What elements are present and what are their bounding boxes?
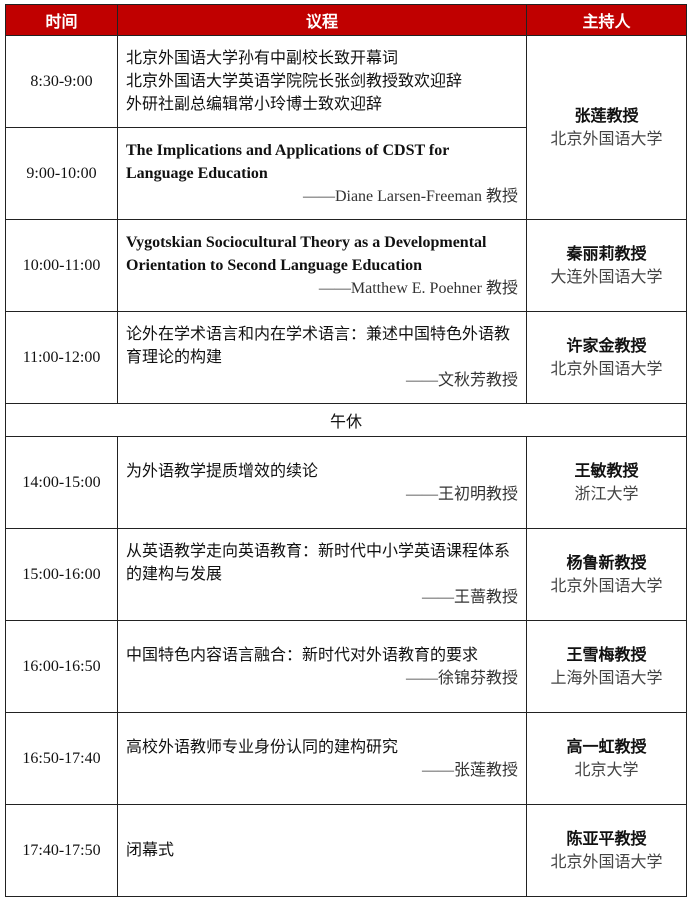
host-name: 王雪梅教授 [566, 646, 647, 664]
time-cell: 17:40-17:50 [5, 804, 118, 897]
speaker: ——Matthew E. Poehner 教授 [318, 280, 518, 297]
agenda-cell: 高校外语教师专业身份认同的建构研究 ——张莲教授 [117, 712, 527, 805]
agenda-cell: 为外语教学提质增效的续论 ——王初明教授 [117, 436, 527, 529]
table-row: 14:00-15:00 为外语教学提质增效的续论 ——王初明教授 王敏教授 浙江… [5, 436, 687, 529]
host-institution: 北京外国语大学 [550, 853, 663, 871]
time-cell: 15:00-16:00 [5, 528, 118, 621]
header-agenda: 议程 [117, 4, 527, 36]
time-cell: 16:00-16:50 [5, 620, 118, 713]
host-institution: 北京外国语大学 [550, 577, 663, 595]
host-institution: 北京外国语大学 [550, 360, 663, 378]
agenda-line: 北京外国语大学孙有中副校长致开幕词 [126, 50, 399, 67]
speaker: ——王初明教授 [405, 485, 518, 503]
talk-title: 为外语教学提质增效的续论 [126, 462, 319, 480]
table-row: 16:50-17:40 高校外语教师专业身份认同的建构研究 ——张莲教授 高一虹… [5, 712, 687, 805]
host-cell: 杨鲁新教授 北京外国语大学 [526, 528, 687, 621]
agenda-cell: 论外在学术语言和内在学术语言：兼述中国特色外语教育理论的构建 ——文秋芳教授 [117, 311, 527, 404]
table-row: 11:00-12:00 论外在学术语言和内在学术语言：兼述中国特色外语教育理论的… [5, 311, 687, 404]
table-row: 10:00-11:00 Vygotskian Sociocultural The… [5, 219, 687, 312]
host-cell: 王雪梅教授 上海外国语大学 [526, 620, 687, 713]
agenda-cell: 从英语教学走向英语教育：新时代中小学英语课程体系的建构与发展 ——王蔷教授 [117, 528, 527, 621]
host-institution: 北京大学 [574, 761, 639, 779]
table-row: 8:30-9:00 北京外国语大学孙有中副校长致开幕词 北京外国语大学英语学院院… [5, 35, 687, 220]
host-name: 许家金教授 [566, 337, 647, 355]
speaker: ——王蔷教授 [421, 589, 518, 606]
host-cell: 秦丽莉教授 大连外国语大学 [526, 219, 687, 312]
talk-title: 论外在学术语言和内在学术语言：兼述中国特色外语教育理论的构建 [126, 326, 511, 366]
host-cell: 王敏教授 浙江大学 [526, 436, 687, 529]
time-cell: 8:30-9:00 [5, 35, 118, 128]
time-cell: 14:00-15:00 [5, 436, 118, 529]
host-name: 王敏教授 [574, 462, 639, 480]
time-cell: 9:00-10:00 [5, 127, 118, 220]
host-cell: 高一虹教授 北京大学 [526, 712, 687, 805]
host-name: 高一虹教授 [566, 738, 647, 756]
lunch-break: 午休 [5, 403, 687, 437]
table-row: 9:00-10:00 The Implications and Applicat… [5, 127, 687, 220]
host-institution: 浙江大学 [574, 485, 639, 503]
talk-title: 闭幕式 [126, 842, 175, 859]
table-row: 15:00-16:00 从英语教学走向英语教育：新时代中小学英语课程体系的建构与… [5, 528, 687, 621]
talk-title: Vygotskian Sociocultural Theory as a Dev… [126, 234, 487, 274]
header-row: 时间 议程 主持人 [5, 4, 687, 36]
host-name: 陈亚平教授 [566, 830, 647, 848]
agenda-table: 时间 议程 主持人 8:30-9:00 北京外国语大学孙有中副校长致开幕词 北京… [5, 4, 687, 897]
agenda-line: 外研社副总编辑常小玲博士致欢迎辞 [126, 96, 383, 113]
host-name: 张莲教授 [574, 107, 639, 125]
time-cell: 11:00-12:00 [5, 311, 118, 404]
agenda-cell: The Implications and Applications of CDS… [117, 127, 527, 220]
lunch-row: 午休 [5, 403, 687, 437]
agenda-cell: Vygotskian Sociocultural Theory as a Dev… [117, 219, 527, 312]
host-name: 秦丽莉教授 [566, 245, 647, 263]
host-institution: 大连外国语大学 [550, 268, 663, 286]
host-cell: 许家金教授 北京外国语大学 [526, 311, 687, 404]
talk-title: 从英语教学走向英语教育：新时代中小学英语课程体系的建构与发展 [126, 543, 511, 583]
speaker: ——Diane Larsen-Freeman 教授 [302, 188, 518, 205]
table-row: 17:40-17:50 闭幕式 陈亚平教授 北京外国语大学 [5, 804, 687, 897]
host-cell: 陈亚平教授 北京外国语大学 [526, 804, 687, 897]
speaker: ——张莲教授 [421, 761, 518, 779]
host-cell: 张莲教授 北京外国语大学 [526, 35, 687, 220]
speaker: ——徐锦芬教授 [405, 669, 518, 687]
time-cell: 10:00-11:00 [5, 219, 118, 312]
host-institution: 北京外国语大学 [550, 130, 663, 148]
agenda-line: 北京外国语大学英语学院院长张剑教授致欢迎辞 [126, 73, 463, 90]
host-institution: 上海外国语大学 [550, 669, 663, 687]
agenda-cell: 中国特色内容语言融合：新时代对外语教育的要求 ——徐锦芬教授 [117, 620, 527, 713]
header-host: 主持人 [526, 4, 687, 36]
table-row: 16:00-16:50 中国特色内容语言融合：新时代对外语教育的要求 ——徐锦芬… [5, 620, 687, 713]
agenda-cell: 北京外国语大学孙有中副校长致开幕词 北京外国语大学英语学院院长张剑教授致欢迎辞 … [117, 35, 527, 128]
agenda-cell: 闭幕式 [117, 804, 527, 897]
time-cell: 16:50-17:40 [5, 712, 118, 805]
talk-title: The Implications and Applications of CDS… [126, 142, 450, 182]
header-time: 时间 [5, 4, 118, 36]
talk-title: 中国特色内容语言融合：新时代对外语教育的要求 [126, 646, 479, 664]
talk-title: 高校外语教师专业身份认同的建构研究 [126, 738, 399, 756]
speaker: ——文秋芳教授 [405, 372, 518, 389]
host-name: 杨鲁新教授 [566, 554, 647, 572]
